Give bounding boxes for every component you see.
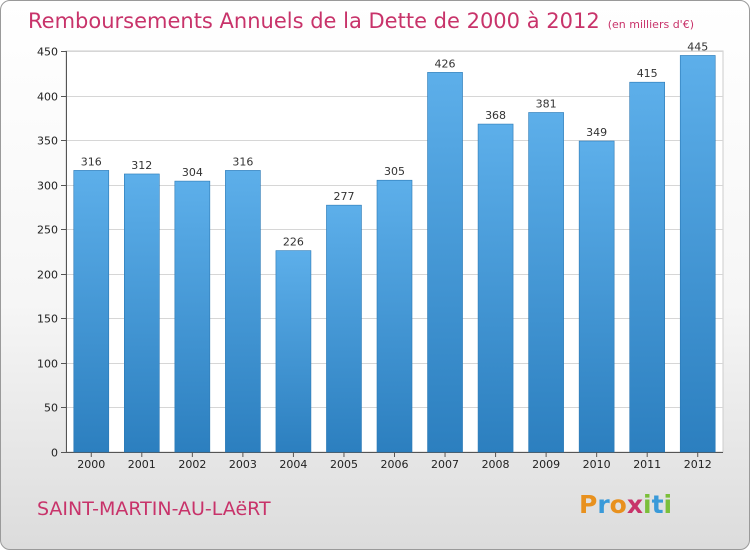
logo-letter: o	[609, 490, 627, 519]
y-tick-label: 0	[51, 447, 58, 460]
proxiti-logo: Proxiti	[579, 490, 672, 519]
bar-value-label: 415	[637, 67, 658, 80]
bar	[225, 170, 261, 453]
chart-title: Remboursements Annuels de la Dette de 20…	[28, 9, 694, 33]
bar	[477, 123, 514, 453]
y-tick-label: 50	[44, 402, 58, 415]
logo-letter: r	[597, 490, 610, 519]
x-tick-label: 2007	[431, 458, 459, 471]
x-tick-label: 2000	[77, 458, 105, 471]
y-tick-label: 450	[37, 46, 58, 59]
bar-value-label: 316	[232, 155, 253, 168]
x-tick-label: 2010	[583, 458, 611, 471]
bar-value-label: 426	[435, 57, 456, 70]
y-tick-label: 200	[37, 269, 58, 282]
bar	[326, 204, 362, 453]
bar-value-label: 316	[81, 155, 102, 168]
logo-letter: i	[643, 490, 652, 519]
x-tick-label: 2012	[684, 458, 712, 471]
bar-value-label: 277	[333, 190, 354, 203]
x-tick-label: 2005	[330, 458, 358, 471]
bar-value-label: 305	[384, 165, 405, 178]
bar	[376, 179, 413, 453]
bar	[629, 81, 665, 453]
bar-value-label: 381	[536, 97, 557, 110]
bar	[73, 170, 110, 453]
x-tick-label: 2001	[128, 458, 156, 471]
logo-letter: P	[579, 490, 598, 519]
bar	[578, 140, 615, 453]
bar	[124, 173, 160, 453]
bar	[679, 55, 716, 453]
bar-value-label: 445	[687, 40, 708, 53]
x-tick-label: 2004	[279, 458, 307, 471]
x-tick-label: 2009	[532, 458, 560, 471]
bar-value-label: 304	[182, 166, 203, 179]
town-name: SAINT-MARTIN-AU-LAëRT	[37, 498, 271, 520]
bar	[427, 72, 463, 453]
x-tick-label: 2008	[482, 458, 510, 471]
x-tick-label: 2002	[178, 458, 206, 471]
logo-letter: x	[626, 490, 643, 519]
x-tick-label: 2006	[381, 458, 409, 471]
bar-value-label: 312	[131, 159, 152, 172]
y-tick-label: 100	[37, 358, 58, 371]
chart-title-text: Remboursements Annuels de la Dette de 20…	[28, 9, 600, 33]
x-tick-label: 2003	[229, 458, 257, 471]
bar-value-label: 349	[586, 126, 607, 139]
bar	[528, 112, 564, 453]
logo-letter: i	[663, 490, 673, 519]
y-tick-label: 350	[37, 135, 58, 148]
y-tick-label: 400	[37, 91, 58, 104]
logo-letter: t	[651, 490, 664, 519]
bar-value-label: 226	[283, 236, 304, 249]
y-tick-label: 250	[37, 224, 58, 237]
bar	[275, 250, 312, 453]
y-tick-label: 150	[37, 313, 58, 326]
bar	[174, 180, 211, 453]
x-tick-label: 2011	[633, 458, 661, 471]
bar-value-label: 368	[485, 109, 506, 122]
y-tick-label: 300	[37, 180, 58, 193]
chart-unit: (en milliers d'€)	[607, 18, 694, 31]
